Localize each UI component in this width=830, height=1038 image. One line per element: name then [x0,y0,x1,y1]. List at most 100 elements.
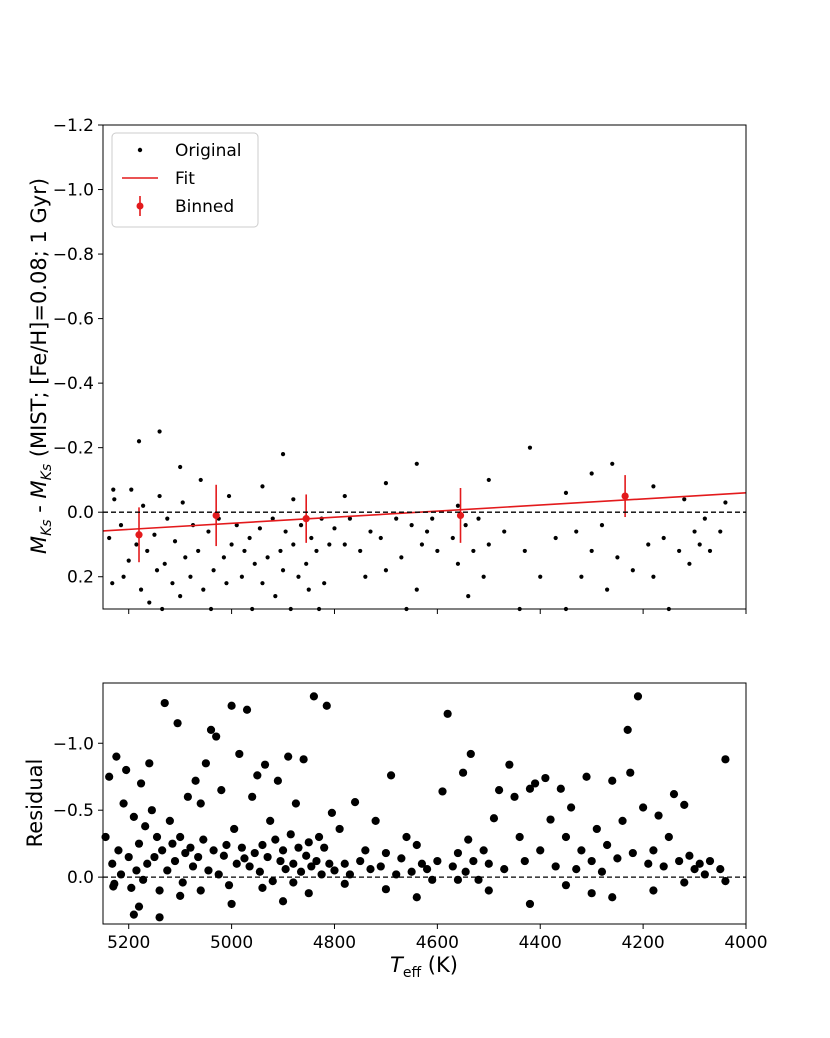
bot-point-112 [443,709,452,718]
bot-point-145 [603,840,612,850]
top-point-116 [463,523,468,528]
bot-point-136 [556,784,565,793]
bot-point-104 [402,832,411,842]
bot-point-26 [165,816,174,826]
bot-point-24 [160,698,169,708]
top-panel: −1.2 −1.0 −0.8 −0.6 −0.4 −0.2 0.0 0.2 Original … [27,116,747,614]
bot-point-62 [258,840,267,850]
bot-ytick-label-1: −0.5 [53,801,94,821]
top-point-93 [347,516,353,521]
top-point-7 [121,574,126,579]
top-point-2 [110,581,115,586]
bot-point-119 [469,856,478,866]
bot-point-103 [397,854,406,863]
bot-point-40 [201,759,210,768]
top-point-179 [527,445,533,450]
bot-point-70 [278,846,288,855]
bot-point-129 [520,856,529,866]
bot-point-35 [188,862,198,871]
top-point-1 [107,535,112,541]
top-point-165 [702,516,707,521]
top-point-151 [630,568,635,573]
bot-point-113 [448,862,457,871]
bot-point-18 [145,759,154,768]
bot-point-56 [242,705,252,714]
bot-point-52 [232,859,241,868]
top-binned-point-1 [212,511,220,520]
bot-point-76 [294,843,303,852]
bot-point-86 [320,843,329,852]
bot-point-39 [199,835,208,844]
bot-point-50 [227,701,236,710]
top-scatter-original [107,429,728,612]
bottom-plot-frame [102,682,747,925]
bot-point-115 [458,768,468,777]
top-point-14 [138,587,144,592]
top-point-107 [419,542,425,547]
bot-point-116 [461,867,470,876]
top-point-12 [134,542,139,547]
bot-point-82 [309,692,319,701]
legend-binned-marker [136,202,144,210]
bot-point-174 [176,891,185,900]
bot-point-132 [536,846,545,855]
ylabel-sub2: Ks [39,464,55,480]
bot-point-118 [466,749,475,759]
bot-point-110 [433,856,442,866]
top-point-25 [165,516,170,521]
top-point-125 [502,529,507,534]
bot-point-4 [112,752,121,761]
bot-point-188 [721,877,730,886]
bot-point-137 [561,832,571,842]
top-point-108 [424,529,430,534]
bot-point-84 [314,832,324,842]
bot-point-79 [302,851,311,860]
top-y-axis-label: MKs - MKs (MIST; [Fe/H]=0.08; 1 Gyr) [27,178,55,554]
bot-point-75 [291,799,300,808]
bot-point-61 [255,867,264,876]
top-point-54 [239,574,244,579]
xlabel-sub: eff [403,965,422,981]
bottom-scatter-residual [101,692,730,922]
bot-point-77 [296,867,306,876]
bot-point-28 [170,856,180,866]
bot-xtick-label-5: 4200 [621,933,664,953]
top-point-77 [298,523,304,528]
bot-point-144 [597,867,607,876]
top-point-176 [157,429,162,434]
bot-point-16 [141,822,150,831]
top-point-15 [141,503,146,508]
bot-xtick-label-4: 4400 [519,933,562,953]
bot-point-152 [633,692,643,701]
top-plot-frame [102,124,747,610]
top-point-10 [129,487,134,492]
bot-point-169 [649,886,658,895]
ylabel-sub1: Ks [39,519,55,535]
bot-point-146 [608,776,617,785]
top-point-28 [172,539,178,544]
bot-point-150 [626,768,635,777]
bot-point-49 [224,881,234,890]
top-point-37 [196,548,201,554]
bot-point-164 [695,859,704,868]
bot-point-172 [381,885,391,894]
bot-point-72 [284,752,293,761]
top-point-96 [363,574,368,579]
bot-point-154 [644,859,653,868]
top-point-147 [615,555,620,560]
bot-point-105 [407,867,416,876]
bot-point-11 [129,812,138,821]
bot-point-58 [248,792,257,801]
bot-point-19 [147,806,156,815]
top-point-142 [589,548,594,554]
bot-point-191 [304,889,313,898]
top-point-97 [368,529,373,534]
bot-point-124 [494,786,504,795]
bot-point-5 [114,846,123,855]
bot-point-148 [618,816,627,826]
bot-point-127 [510,792,519,801]
top-point-88 [327,542,332,547]
bot-point-31 [178,878,187,887]
top-point-3 [112,497,117,502]
top-point-86 [322,581,327,586]
